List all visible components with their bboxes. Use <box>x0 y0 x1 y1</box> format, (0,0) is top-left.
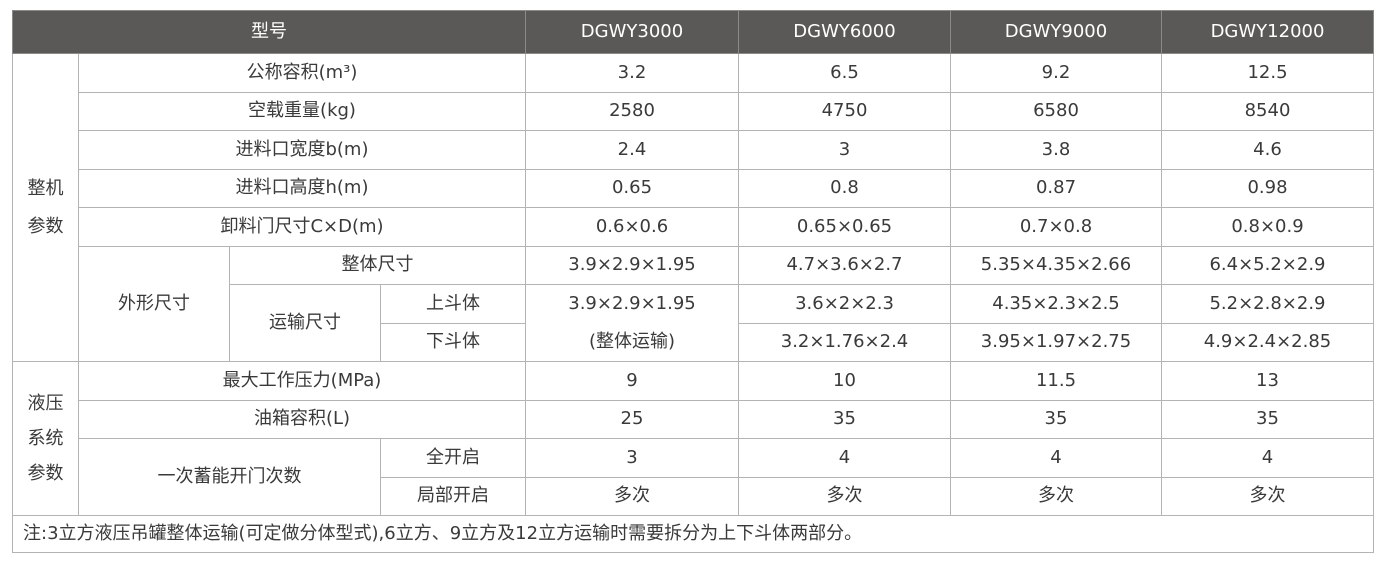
cell: 3.9×2.9×1.95 (整体运输) <box>525 284 739 362</box>
table-row: 整机 参数 公称容积(m³) 3.2 6.5 9.2 12.5 <box>12 53 1374 362</box>
row-label: 空载重量(kg) <box>78 91 526 131</box>
cell: 0.65 <box>525 168 739 208</box>
cell: 2.4 <box>525 130 739 170</box>
row-label: 上斗体 <box>380 284 526 324</box>
spec-table: 型号 DGWY3000 DGWY6000 DGWY9000 DGWY12000 … <box>12 10 1374 553</box>
row-label: 公称容积(m³) <box>78 53 526 93</box>
row-label: 整体尺寸 <box>229 245 526 285</box>
model-col: DGWY6000 <box>738 10 951 54</box>
cell: 多次 <box>738 476 951 516</box>
cell: 13 <box>1161 361 1374 401</box>
cell: 3.95×1.97×2.75 <box>950 322 1162 362</box>
cell: 0.7×0.8 <box>950 207 1162 247</box>
model-col: DGWY3000 <box>525 10 739 54</box>
table-row: 液压 系统 参数 最大工作压力(MPa) 9 10 11.5 13 <box>12 361 1374 516</box>
cell: 6580 <box>950 91 1162 131</box>
cell: 4750 <box>738 91 951 131</box>
group-hydraulic: 液压 系统 参数 <box>12 361 79 516</box>
cell: 3.2 <box>525 53 739 93</box>
cell: 5.35×4.35×2.66 <box>950 245 1162 285</box>
row-label: 油箱容积(L) <box>78 399 526 439</box>
table-row: 外形尺寸 整体尺寸 3.9×2.9×1.95 4.7×3.6×2.7 5.35×4.… <box>13 245 1374 362</box>
cell: 0.8 <box>738 168 951 208</box>
cell: 3 <box>525 438 739 478</box>
cell: 35 <box>738 399 951 439</box>
cell: 0.6×0.6 <box>525 207 739 247</box>
group-machine: 整机 参数 <box>12 53 79 362</box>
note-row: 注:3立方液压吊罐整体运输(可定做分体型式),6立方、9立方及12立方运输时需要… <box>12 515 1374 553</box>
opening-label: 一次蓄能开门次数 <box>78 438 381 516</box>
cell: 3.9×2.9×1.95 <box>525 245 739 285</box>
cell: 4 <box>738 438 951 478</box>
cell: 12.5 <box>1161 53 1374 93</box>
cell: 0.8×0.9 <box>1161 207 1374 247</box>
table-row: 进料口高度h(m) 0.65 0.8 0.87 0.98 <box>13 168 1374 208</box>
table-row: 进料口宽度b(m) 2.4 3 3.8 4.6 <box>13 130 1374 170</box>
cell: 多次 <box>525 476 739 516</box>
note-text: 注:3立方液压吊罐整体运输(可定做分体型式),6立方、9立方及12立方运输时需要… <box>12 515 1374 553</box>
cell: 多次 <box>950 476 1162 516</box>
cell: 5.2×2.8×2.9 <box>1161 284 1374 324</box>
table-row: 油箱容积(L) 25 35 35 35 <box>13 399 1374 439</box>
cell: 4.7×3.6×2.7 <box>738 245 951 285</box>
cell: 35 <box>1161 399 1374 439</box>
row-label: 下斗体 <box>380 322 526 362</box>
row-label: 最大工作压力(MPa) <box>78 361 526 401</box>
cell: 4.35×2.3×2.5 <box>950 284 1162 324</box>
table-row: 卸料门尺寸C×D(m) 0.6×0.6 0.65×0.65 0.7×0.8 0.8×0… <box>13 207 1374 247</box>
cell: 3.6×2×2.3 <box>738 284 951 324</box>
cell: 6.5 <box>738 53 951 93</box>
table-row: 空载重量(kg) 2580 4750 6580 8540 <box>13 91 1374 131</box>
cell: 多次 <box>1161 476 1374 516</box>
header-row: 型号 DGWY3000 DGWY6000 DGWY9000 DGWY12000 <box>12 10 1374 54</box>
cell: 25 <box>525 399 739 439</box>
cell: 0.98 <box>1161 168 1374 208</box>
cell: 6.4×5.2×2.9 <box>1161 245 1374 285</box>
cell: 0.65×0.65 <box>738 207 951 247</box>
row-label: 局部开启 <box>380 476 526 516</box>
cell: 4 <box>1161 438 1374 478</box>
row-label: 进料口宽度b(m) <box>78 130 526 170</box>
cell: 10 <box>738 361 951 401</box>
cell: 11.5 <box>950 361 1162 401</box>
cell: 4 <box>950 438 1162 478</box>
cell: 3.8 <box>950 130 1162 170</box>
model-col: DGWY9000 <box>950 10 1162 54</box>
cell: 3.2×1.76×2.4 <box>738 322 951 362</box>
model-header: 型号 <box>12 10 526 54</box>
cell: 2580 <box>525 91 739 131</box>
row-label: 全开启 <box>380 438 526 478</box>
cell: 3 <box>738 130 951 170</box>
cell: 8540 <box>1161 91 1374 131</box>
dims-label: 外形尺寸 <box>78 245 230 362</box>
row-label: 进料口高度h(m) <box>78 168 526 208</box>
transport-label: 运输尺寸 <box>229 284 381 362</box>
row-label: 卸料门尺寸C×D(m) <box>78 207 526 247</box>
cell: 0.87 <box>950 168 1162 208</box>
model-col: DGWY12000 <box>1161 10 1374 54</box>
cell: 9 <box>525 361 739 401</box>
cell: 9.2 <box>950 53 1162 93</box>
cell: 4.6 <box>1161 130 1374 170</box>
cell: 35 <box>950 399 1162 439</box>
cell: 4.9×2.4×2.85 <box>1161 322 1374 362</box>
